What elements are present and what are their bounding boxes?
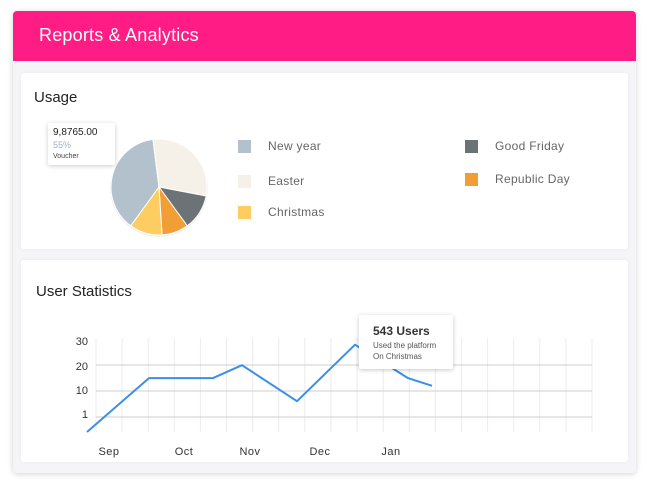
usage-panel: Usage 9,8765.00 55% Voucher New year Eas… (21, 73, 628, 249)
user-statistics-line-chart: 30 20 10 1 Sep Oct Nov Dec Jan (76, 336, 593, 458)
y-tick-label: 10 (76, 385, 88, 397)
line-tooltip-line1: Used the platform (373, 341, 437, 350)
y-tick-label: 1 (82, 409, 88, 421)
pie-tooltip-value: 9,8765.00 (53, 127, 98, 138)
legend-swatch (465, 172, 478, 186)
pie-slice-new-year[interactable] (110, 138, 160, 227)
pie-slice-christmas[interactable] (130, 185, 163, 236)
line-tooltip-title: 543 Users (373, 324, 430, 338)
usage-pie-chart (110, 138, 208, 237)
legend-swatch (465, 139, 478, 153)
legend-label: Easter (268, 174, 305, 188)
legend-label: Good Friday (495, 139, 565, 153)
legend-item-christmas[interactable]: Christmas (238, 205, 325, 219)
x-tick-label: Nov (239, 446, 260, 458)
legend-swatch (238, 174, 251, 188)
usage-title: Usage (34, 89, 78, 106)
user-statistics-title: User Statistics (36, 283, 132, 300)
user-statistics-panel: User Statistics 30 20 10 1 Sep Oct Nov Dec Jan … (21, 260, 628, 462)
x-tick-label: Dec (309, 446, 330, 458)
y-tick-label: 20 (76, 361, 88, 373)
header-bar: Reports & Analytics (13, 11, 636, 61)
line-tooltip: 543 Users Used the platform On Christmas (359, 315, 453, 369)
legend-label: New year (268, 139, 322, 153)
x-tick-label: Jan (381, 446, 400, 458)
legend-item-new-year[interactable]: New year (238, 139, 321, 153)
pie-tooltip-label: Voucher (53, 153, 79, 160)
pie-slice-easter[interactable] (152, 138, 208, 197)
legend-swatch (238, 205, 251, 219)
x-tick-label: Oct (175, 446, 194, 458)
legend-label: Republic Day (495, 172, 570, 186)
x-tick-label: Sep (98, 446, 119, 458)
legend-label: Christmas (268, 205, 325, 219)
pie-tooltip-percent: 55% (53, 140, 72, 150)
line-tooltip-line2: On Christmas (373, 352, 422, 361)
pie-tooltip: 9,8765.00 55% Voucher (48, 123, 115, 165)
y-tick-label: 30 (76, 336, 88, 348)
series-line (86, 343, 433, 433)
legend-item-republic-day[interactable]: Republic Day (465, 172, 570, 186)
legend-item-easter[interactable]: Easter (238, 174, 304, 188)
legend-item-good-friday[interactable]: Good Friday (465, 139, 564, 153)
legend-swatch (238, 139, 251, 153)
reports-card: Reports & Analytics Usage 9,8765.00 55% … (13, 11, 636, 473)
page-title: Reports & Analytics (39, 25, 199, 45)
